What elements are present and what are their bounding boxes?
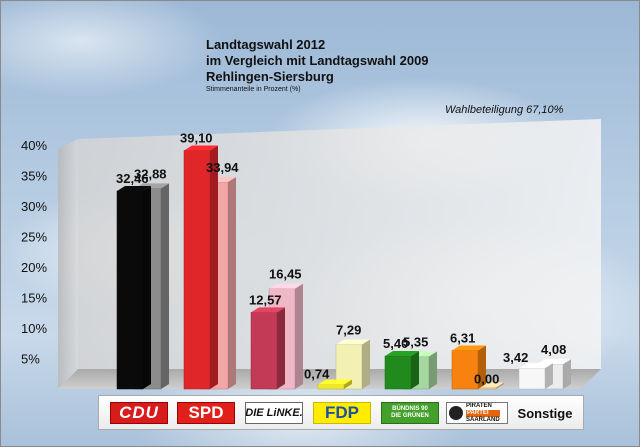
- bars: [116, 145, 571, 390]
- data-label-2012: 3,42: [503, 350, 528, 365]
- chart-title-line-1: Landtagswahl 2012: [206, 37, 326, 52]
- data-label-2009: 32,88: [134, 166, 167, 181]
- bar-2012-front: [116, 190, 144, 390]
- pirate-flag-icon: [449, 406, 463, 420]
- chart-side-wall: [58, 139, 78, 389]
- bar-2009-side: [496, 382, 504, 389]
- bar-2012-top: [385, 351, 419, 357]
- chart-subtitle: Stimmenanteile in Prozent (%): [206, 86, 301, 93]
- gruene-logo: BÜNDNIS 90 DIE GRÜNEN: [381, 402, 439, 424]
- y-tick-label: 20%: [21, 260, 47, 275]
- data-label-2009: 16,45: [269, 267, 302, 282]
- data-label-2012: 12,57: [249, 292, 282, 307]
- bar-2012-side: [478, 345, 486, 389]
- sonstige-label: Sonstige: [517, 405, 573, 421]
- cdu-logo: CDU: [110, 402, 168, 424]
- y-tick-label: 10%: [21, 321, 47, 336]
- bar-2009-side: [161, 183, 169, 389]
- bar-2009-side: [295, 283, 303, 389]
- bar-2012-top: [251, 307, 285, 313]
- y-tick-label: 40%: [21, 138, 47, 153]
- bar-2012-top: [184, 145, 218, 151]
- bar-2012: [384, 351, 419, 390]
- bar-2012-front: [384, 355, 412, 390]
- chart-title-block: Landtagswahl 2012 im Vergleich mit Landt…: [206, 37, 506, 95]
- piraten-logo: PIRATEN PARTEI SAARLAND: [446, 402, 508, 424]
- piraten-logo-line-1: PIRATEN: [466, 402, 492, 409]
- data-label-2012: 5,40: [383, 336, 408, 351]
- bar-2012-top: [117, 185, 151, 191]
- bar-2009-side: [362, 339, 370, 389]
- party-logo-strip: CDU SPD DIE LiNKE. FDP BÜNDNIS 90 DIE GR…: [98, 395, 584, 430]
- bar-2012-front: [250, 312, 278, 390]
- bar-2009-top: [336, 339, 370, 345]
- bar-2012: [518, 363, 553, 390]
- bar-2012-side: [277, 307, 285, 389]
- bar-2012-side: [344, 379, 352, 389]
- spd-logo: SPD: [177, 402, 235, 424]
- linke-logo: DIE LiNKE.: [245, 402, 303, 424]
- y-tick-label: 35%: [21, 169, 47, 184]
- bar-2009-top: [269, 283, 303, 289]
- bar-2012: [183, 145, 218, 390]
- bar-2012: [317, 379, 352, 390]
- bar-2012-side: [545, 363, 553, 389]
- bar-2012-side: [143, 185, 151, 389]
- bar-2012: [116, 185, 151, 390]
- piraten-logo-line-3: SAARLAND: [466, 416, 500, 423]
- bar-2012-front: [518, 367, 546, 390]
- gruene-logo-line-2: DIE GRÜNEN: [391, 413, 429, 419]
- y-axis-ticks: 5% 10% 15% 20% 25% 30% 35% 40%: [21, 138, 47, 367]
- bar-2012: [250, 307, 285, 390]
- y-tick-label: 5%: [21, 352, 40, 367]
- bar-2012-side: [411, 351, 419, 389]
- data-label-2009: 4,08: [541, 342, 566, 357]
- chart-title-line-3: Rehlingen-Siersburg: [206, 69, 334, 84]
- bar-2012-top: [452, 345, 486, 351]
- data-label-2009: 7,29: [336, 323, 361, 338]
- bar-2009-side: [429, 351, 437, 389]
- bar-2012-top: [519, 363, 553, 369]
- y-tick-label: 30%: [21, 199, 47, 214]
- bar-2009-top: [537, 359, 571, 365]
- bar-2012-front: [183, 150, 211, 390]
- data-label-2012: 39,10: [180, 130, 213, 145]
- data-label-2012: 0,74: [304, 366, 330, 381]
- data-label-2009: 0,00: [474, 372, 499, 387]
- data-label-2012: 32,46: [116, 171, 149, 186]
- gruene-logo-line-1: BÜNDNIS 90: [392, 406, 428, 412]
- y-tick-label: 15%: [21, 291, 47, 306]
- turnout-label: Wahlbeteiligung 67,10%: [445, 104, 564, 116]
- bar-2009-side: [563, 359, 571, 389]
- bar-2012: [451, 345, 486, 390]
- piraten-logo-line-2: PARTEI: [466, 409, 500, 417]
- data-label-2009: 5,35: [403, 334, 428, 349]
- data-label-2009: 33,94: [206, 160, 239, 175]
- bar-2012-front: [317, 384, 345, 390]
- bar-2012-top: [318, 379, 352, 385]
- bar-2012-front: [451, 350, 479, 390]
- data-label-2012: 6,31: [450, 331, 475, 346]
- bar-2009-side: [228, 176, 236, 389]
- fdp-logo: FDP: [313, 402, 371, 424]
- bar-2012-side: [210, 145, 218, 389]
- chart-title-line-2: im Vergleich mit Landtagswahl 2009: [206, 53, 429, 68]
- y-tick-label: 25%: [21, 230, 47, 245]
